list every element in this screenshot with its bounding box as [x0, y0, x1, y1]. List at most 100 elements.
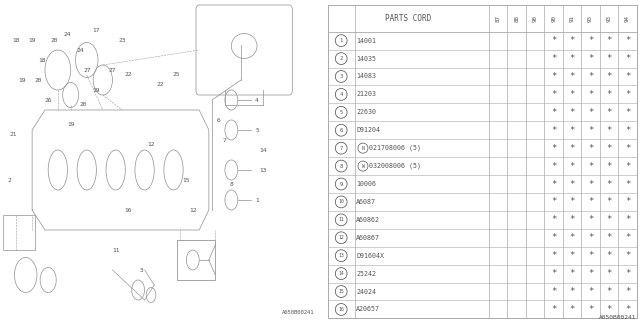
Text: *: *	[625, 215, 630, 224]
Text: *: *	[625, 36, 630, 45]
Text: *: *	[588, 90, 593, 99]
Text: A6087: A6087	[356, 199, 376, 205]
Text: *: *	[588, 162, 593, 171]
Text: *: *	[551, 180, 556, 188]
Text: 91: 91	[570, 15, 575, 22]
Text: *: *	[551, 287, 556, 296]
Text: *: *	[606, 36, 612, 45]
Text: *: *	[588, 269, 593, 278]
Text: *: *	[588, 108, 593, 117]
Text: *: *	[551, 305, 556, 314]
Text: 94: 94	[625, 15, 630, 22]
Text: 14035: 14035	[356, 56, 376, 61]
Text: 88: 88	[514, 15, 519, 22]
Text: 6: 6	[340, 128, 343, 133]
Text: 14083: 14083	[356, 74, 376, 79]
Text: 10: 10	[339, 199, 344, 204]
Text: 13: 13	[260, 167, 267, 172]
Text: 22630: 22630	[356, 109, 376, 115]
Text: *: *	[551, 90, 556, 99]
Text: N: N	[362, 146, 364, 151]
Bar	[177, 240, 215, 280]
Text: 3: 3	[140, 268, 143, 273]
Text: *: *	[625, 108, 630, 117]
Text: *: *	[551, 36, 556, 45]
Text: 14: 14	[260, 148, 267, 153]
Text: *: *	[588, 233, 593, 242]
Text: 11: 11	[339, 217, 344, 222]
Text: *: *	[606, 215, 612, 224]
Text: *: *	[606, 251, 612, 260]
Text: 19: 19	[19, 77, 26, 83]
Text: 19: 19	[67, 123, 74, 127]
Text: *: *	[551, 144, 556, 153]
Text: 87: 87	[495, 15, 500, 22]
Text: 10006: 10006	[356, 181, 376, 187]
Text: *: *	[606, 180, 612, 188]
Text: 12: 12	[339, 235, 344, 240]
Text: 12: 12	[147, 142, 155, 148]
Text: 19: 19	[93, 87, 100, 92]
Text: *: *	[570, 269, 575, 278]
Text: *: *	[551, 233, 556, 242]
Text: 8: 8	[230, 182, 233, 188]
Text: *: *	[588, 36, 593, 45]
Text: A20657: A20657	[356, 307, 380, 312]
Text: *: *	[551, 197, 556, 206]
Text: 24: 24	[77, 47, 84, 52]
Text: 5: 5	[255, 127, 259, 132]
Text: 1: 1	[340, 38, 343, 43]
Text: *: *	[588, 180, 593, 188]
Text: *: *	[606, 233, 612, 242]
Text: *: *	[588, 54, 593, 63]
Text: *: *	[588, 126, 593, 135]
Text: 5: 5	[340, 110, 343, 115]
Text: *: *	[606, 162, 612, 171]
Text: 4: 4	[255, 98, 259, 102]
Text: 8: 8	[340, 164, 343, 169]
Text: *: *	[588, 287, 593, 296]
Text: *: *	[606, 287, 612, 296]
Text: *: *	[625, 287, 630, 296]
Text: *: *	[606, 269, 612, 278]
Text: 27: 27	[109, 68, 116, 73]
Text: *: *	[606, 197, 612, 206]
Text: 9: 9	[340, 181, 343, 187]
Text: 19: 19	[28, 37, 36, 43]
Text: A60862: A60862	[356, 217, 380, 223]
Text: *: *	[625, 144, 630, 153]
Text: *: *	[570, 144, 575, 153]
Text: 021708006 (5): 021708006 (5)	[369, 145, 421, 151]
Text: *: *	[551, 215, 556, 224]
Text: *: *	[588, 144, 593, 153]
Text: *: *	[588, 72, 593, 81]
Text: 7: 7	[223, 138, 227, 142]
Text: *: *	[588, 197, 593, 206]
Text: 24024: 24024	[356, 289, 376, 294]
Text: *: *	[625, 197, 630, 206]
Text: *: *	[606, 126, 612, 135]
Text: 17: 17	[93, 28, 100, 33]
Text: 21: 21	[9, 132, 17, 138]
Text: *: *	[570, 215, 575, 224]
Text: 4: 4	[340, 92, 343, 97]
Text: *: *	[606, 72, 612, 81]
Text: 26: 26	[44, 98, 52, 102]
Text: *: *	[551, 269, 556, 278]
Text: A050B00241: A050B00241	[599, 315, 637, 320]
Text: *: *	[570, 72, 575, 81]
Text: 23: 23	[118, 37, 126, 43]
Text: *: *	[625, 180, 630, 188]
Text: *: *	[588, 305, 593, 314]
Text: *: *	[570, 108, 575, 117]
Text: 11: 11	[112, 247, 120, 252]
Text: *: *	[570, 54, 575, 63]
Text: *: *	[606, 108, 612, 117]
Text: D91604X: D91604X	[356, 253, 385, 259]
Text: 18: 18	[12, 37, 20, 43]
Text: 20: 20	[80, 102, 87, 108]
Text: 18: 18	[38, 58, 45, 62]
Text: PARTS CORD: PARTS CORD	[385, 14, 431, 23]
Text: 1: 1	[255, 197, 259, 203]
Text: 16: 16	[339, 307, 344, 312]
